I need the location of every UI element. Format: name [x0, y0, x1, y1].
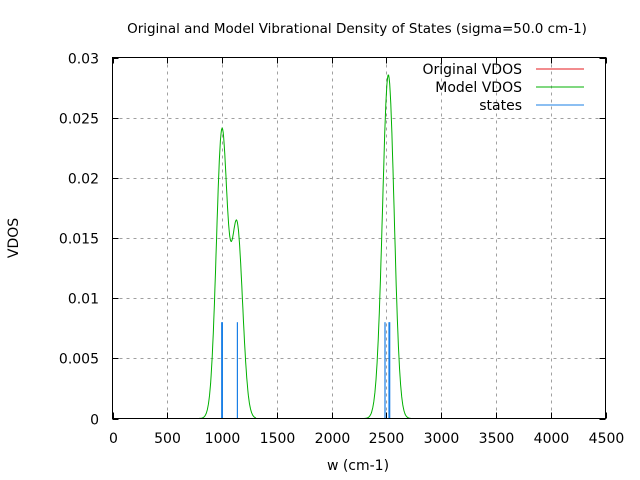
- y-tick-label: 0.01: [68, 292, 99, 308]
- x-tick-labels: 0 500 1000 1500 2000 2500 3000 3500 4000 4500: [109, 431, 624, 447]
- y-tick-label: 0.015: [59, 232, 99, 248]
- plot-border: [112, 57, 606, 419]
- y-tick-label: 0.025: [59, 112, 99, 128]
- grid-lines: [112, 57, 606, 419]
- x-tick-label: 1500: [260, 431, 296, 447]
- y-tick-label: 0.005: [59, 352, 99, 368]
- series-group: [199, 74, 411, 419]
- y-tick-label: 0: [90, 413, 99, 429]
- y-tick-labels: 0 0.005 0.01 0.015 0.02 0.025 0.03: [59, 52, 99, 429]
- x-tick-label: 3500: [479, 431, 515, 447]
- model-vdos-line: [364, 74, 411, 419]
- x-tick-label: 500: [154, 431, 181, 447]
- y-tick-label: 0.03: [68, 52, 99, 68]
- chart-title: Original and Model Vibrational Density o…: [127, 21, 587, 37]
- x-axis-label: w (cm-1): [327, 458, 389, 474]
- x-tick-label: 1000: [205, 431, 241, 447]
- model-vdos-line: [199, 127, 257, 419]
- x-tick-label: 3000: [424, 431, 460, 447]
- x-tick-label: 2500: [369, 431, 405, 447]
- legend: Original VDOS Model VDOS states: [423, 62, 584, 114]
- x-tick-label: 4500: [589, 431, 625, 447]
- y-axis-label: VDOS: [6, 218, 22, 258]
- axis-ticks: [112, 57, 607, 420]
- x-tick-label: 2000: [315, 431, 351, 447]
- legend-label: Model VDOS: [435, 80, 522, 96]
- x-tick-label: 4000: [534, 431, 570, 447]
- legend-label: Original VDOS: [423, 62, 523, 78]
- y-tick-label: 0.02: [68, 172, 99, 188]
- legend-label: states: [479, 98, 522, 114]
- x-tick-label: 0: [109, 431, 118, 447]
